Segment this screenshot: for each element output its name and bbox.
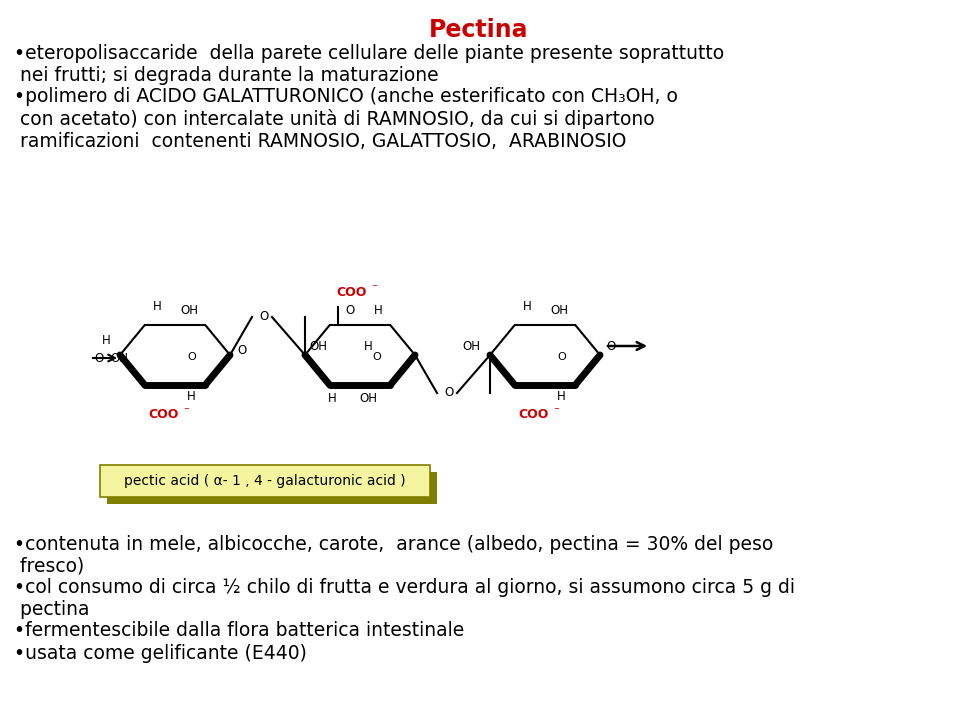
Text: H: H: [152, 300, 161, 313]
Text: ⁻: ⁻: [371, 283, 377, 293]
Text: H: H: [187, 390, 196, 403]
Text: H: H: [523, 300, 531, 313]
Text: O: O: [345, 305, 355, 317]
Text: O: O: [606, 340, 616, 352]
Text: ⁻: ⁻: [553, 406, 559, 416]
Text: OH: OH: [110, 352, 128, 365]
Text: H: H: [557, 390, 566, 403]
Text: O: O: [444, 387, 454, 400]
Text: OH: OH: [550, 305, 568, 317]
Text: OH: OH: [310, 340, 328, 353]
Bar: [100, 465, 430, 497]
Text: Pectina: Pectina: [430, 18, 528, 42]
Text: pectic acid ( α- 1 , 4 - galacturonic acid ): pectic acid ( α- 1 , 4 - galacturonic ac…: [124, 474, 406, 488]
Text: OH: OH: [360, 392, 377, 405]
Text: O: O: [94, 352, 104, 365]
Text: OH: OH: [462, 340, 480, 353]
Text: OH: OH: [180, 305, 198, 317]
Text: O: O: [187, 352, 196, 362]
Text: COO: COO: [149, 408, 179, 422]
Text: COO: COO: [337, 287, 367, 300]
Text: H: H: [363, 340, 373, 353]
Text: •polimero di ACIDO GALATTURONICO (anche esterificato con CH₃OH, o
 con acetato) : •polimero di ACIDO GALATTURONICO (anche …: [14, 87, 678, 151]
Text: •col consumo di circa ½ chilo di frutta e verdura al giorno, si assumono circa 5: •col consumo di circa ½ chilo di frutta …: [14, 578, 795, 619]
Text: O: O: [259, 310, 269, 323]
Text: O: O: [557, 352, 566, 362]
Text: •fermentescibile dalla flora batterica intestinale: •fermentescibile dalla flora batterica i…: [14, 621, 464, 640]
Text: •usata come gelificante (E440): •usata come gelificante (E440): [14, 644, 307, 663]
Text: O: O: [372, 352, 381, 362]
Text: •contenuta in mele, albicocche, carote,  arance (albedo, pectina = 30% del peso
: •contenuta in mele, albicocche, carote, …: [14, 535, 773, 576]
Text: H: H: [102, 335, 110, 347]
Text: O: O: [238, 343, 246, 357]
Text: H: H: [374, 305, 383, 317]
Text: COO: COO: [519, 408, 550, 422]
Bar: [107, 472, 437, 504]
Text: ⁻: ⁻: [183, 406, 189, 416]
Text: H: H: [328, 392, 337, 405]
Text: •eteropolisaccaride  della parete cellulare delle piante presente soprattutto
 n: •eteropolisaccaride della parete cellula…: [14, 44, 724, 85]
